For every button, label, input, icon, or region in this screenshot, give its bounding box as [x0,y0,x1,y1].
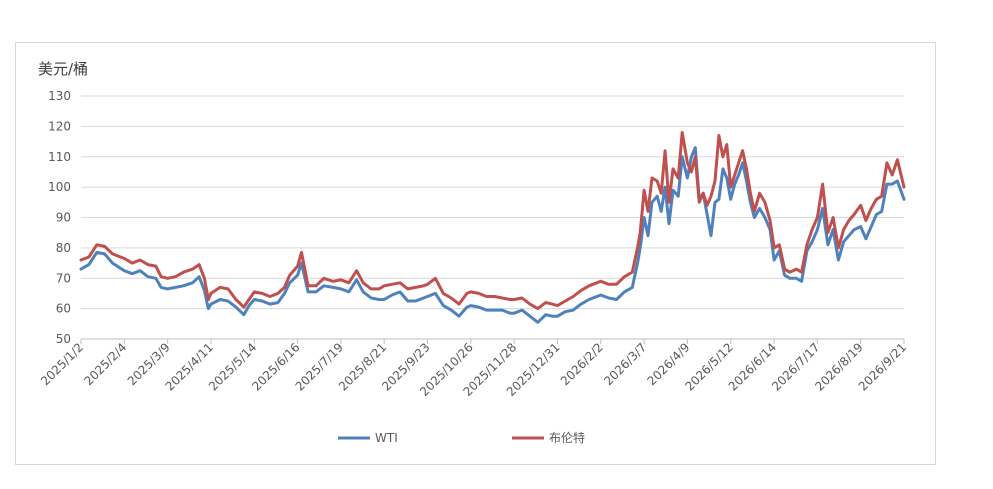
y-tick-label: 100 [48,180,71,194]
y-tick-label: 130 [48,89,71,103]
x-tick-label: 2026/2/2 [558,340,606,388]
legend-label-0: WTI [375,431,398,445]
y-tick-label: 90 [56,211,71,225]
y-tick-label: 120 [48,119,71,133]
series-line-0 [79,146,906,324]
x-tick-label: 2025/2/4 [81,340,129,388]
y-tick-label: 70 [56,271,71,285]
x-tick-label: 2025/1/2 [38,340,86,388]
y-tick-label: 60 [56,302,71,316]
series-line-1 [79,131,906,311]
y-tick-label: 50 [56,332,71,346]
y-axis-unit-label: 美元/桶 [38,60,89,78]
y-tick-label: 110 [48,150,71,164]
legend-label-1: 布伦特 [549,430,585,445]
x-tick-label: 2026/3/7 [601,340,649,388]
y-tick-label: 80 [56,241,71,255]
